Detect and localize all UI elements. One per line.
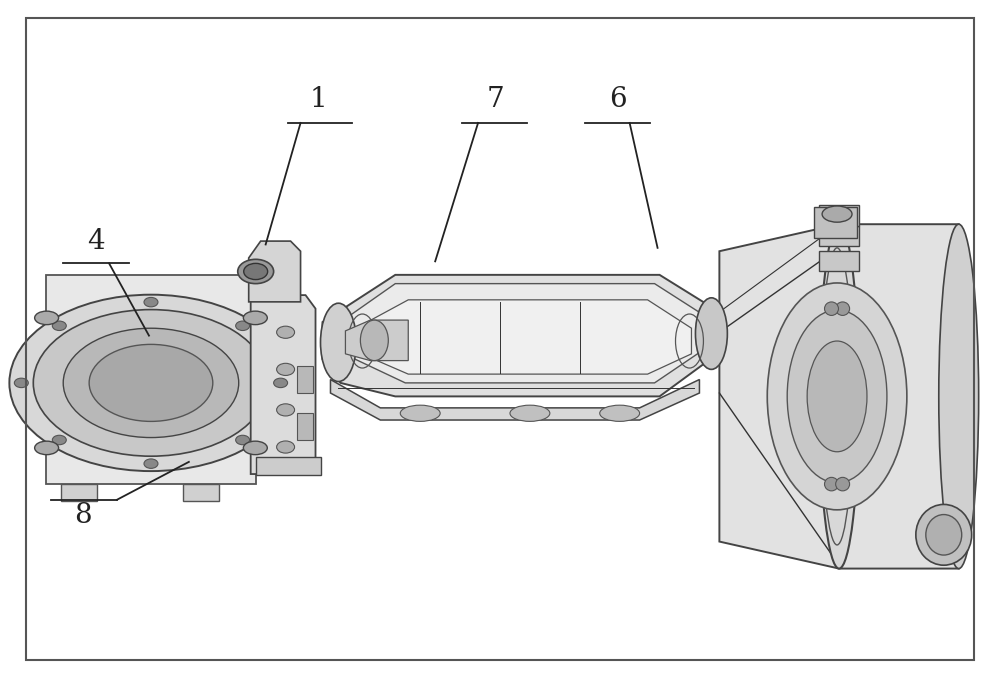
Ellipse shape (807, 341, 867, 452)
Ellipse shape (9, 295, 293, 471)
Polygon shape (46, 275, 256, 484)
Ellipse shape (836, 477, 850, 491)
Ellipse shape (33, 310, 269, 456)
Polygon shape (249, 241, 301, 302)
Ellipse shape (277, 326, 295, 338)
Ellipse shape (244, 263, 268, 279)
Ellipse shape (939, 224, 979, 569)
Ellipse shape (819, 224, 859, 569)
Ellipse shape (360, 320, 388, 361)
Polygon shape (322, 275, 719, 397)
Ellipse shape (35, 441, 59, 455)
Polygon shape (183, 484, 219, 501)
Ellipse shape (236, 321, 250, 330)
Ellipse shape (836, 302, 850, 315)
Polygon shape (819, 205, 859, 226)
Ellipse shape (822, 206, 852, 222)
Text: 1: 1 (310, 86, 327, 113)
Ellipse shape (243, 311, 267, 325)
Ellipse shape (277, 404, 295, 416)
Ellipse shape (236, 435, 250, 445)
Ellipse shape (600, 405, 640, 422)
Ellipse shape (916, 504, 972, 565)
Ellipse shape (243, 441, 267, 455)
Ellipse shape (238, 259, 274, 283)
Text: 8: 8 (74, 502, 92, 530)
Polygon shape (340, 283, 709, 383)
Ellipse shape (274, 378, 288, 388)
Ellipse shape (144, 459, 158, 468)
Polygon shape (297, 414, 313, 440)
Ellipse shape (787, 310, 887, 483)
Text: 4: 4 (87, 228, 105, 255)
Polygon shape (61, 484, 97, 501)
Polygon shape (251, 295, 316, 474)
Polygon shape (345, 320, 408, 361)
Ellipse shape (89, 344, 213, 422)
Text: 6: 6 (609, 86, 626, 113)
Polygon shape (297, 366, 313, 393)
Ellipse shape (926, 515, 962, 555)
Polygon shape (330, 380, 699, 420)
Text: 7: 7 (486, 86, 504, 113)
Ellipse shape (14, 378, 28, 388)
Polygon shape (819, 226, 859, 246)
Polygon shape (814, 207, 857, 238)
Polygon shape (719, 224, 959, 569)
Ellipse shape (400, 405, 440, 422)
Ellipse shape (35, 311, 59, 325)
Ellipse shape (52, 321, 66, 330)
Ellipse shape (277, 363, 295, 376)
Ellipse shape (52, 435, 66, 445)
Ellipse shape (825, 477, 838, 491)
Polygon shape (819, 252, 859, 271)
Polygon shape (358, 300, 691, 374)
Ellipse shape (825, 302, 838, 315)
Ellipse shape (63, 328, 239, 437)
Ellipse shape (144, 298, 158, 307)
Ellipse shape (767, 283, 907, 510)
Polygon shape (256, 457, 320, 475)
Ellipse shape (695, 298, 727, 370)
Ellipse shape (510, 405, 550, 422)
Ellipse shape (277, 441, 295, 453)
Ellipse shape (321, 303, 356, 382)
